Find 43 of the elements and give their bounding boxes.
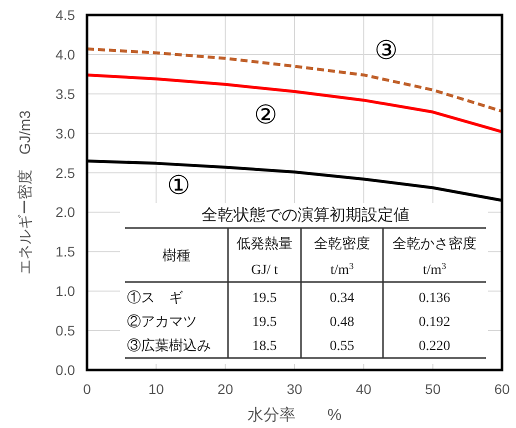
series-label: ③ bbox=[374, 34, 398, 65]
annotation: 低発熱量 bbox=[236, 236, 292, 252]
annotation: GJ/ t bbox=[251, 263, 278, 278]
y-tick-label: 4.5 bbox=[56, 7, 76, 23]
x-axis-title: 水分率 % bbox=[247, 406, 342, 424]
annotation: 19.5 bbox=[252, 291, 277, 306]
y-tick-label: 1.5 bbox=[56, 244, 76, 260]
series-label: ① bbox=[166, 170, 190, 200]
annotation: 0.34 bbox=[330, 291, 354, 306]
annotation: 19.5 bbox=[252, 315, 277, 330]
annotation: 全乾状態での演算初期設定値 bbox=[202, 206, 410, 224]
y-tick-label: 3.5 bbox=[56, 86, 76, 102]
y-tick-label: 0.0 bbox=[56, 362, 76, 378]
annotation: 0.136 bbox=[418, 291, 450, 306]
y-tick-label: 2.5 bbox=[56, 164, 76, 181]
x-tick-label: 0 bbox=[83, 381, 92, 397]
annotation: t/m$^{3}$ bbox=[422, 261, 447, 278]
y-tick-label: 2.0 bbox=[56, 204, 76, 220]
annotation: 0.220 bbox=[418, 339, 450, 354]
x-tick-label: 60 bbox=[494, 381, 510, 397]
annotation: 樹種 bbox=[162, 248, 190, 264]
series-label: ② bbox=[254, 100, 277, 130]
line-series bbox=[86, 73, 504, 134]
annotation: t/m$^{3}$ bbox=[330, 261, 354, 278]
y-tick-label: 3.0 bbox=[56, 125, 76, 142]
annotation: ②アカマツ bbox=[127, 314, 197, 330]
annotation: ③広葉樹込み bbox=[127, 338, 211, 354]
y-tick-label: 4.0 bbox=[56, 46, 76, 62]
y-tick-label: 0.5 bbox=[56, 322, 76, 339]
x-tick-label: 20 bbox=[218, 381, 234, 397]
y-tick-label: 1.0 bbox=[56, 283, 76, 300]
x-tick-label: 40 bbox=[356, 381, 372, 397]
annotation: ①ス ギ bbox=[127, 290, 183, 306]
y-axis-title: エネルギー密度 GJ/m3 bbox=[17, 110, 34, 275]
annotation: 全乾かさ密度 bbox=[392, 236, 476, 252]
annotation: 0.192 bbox=[418, 315, 450, 330]
x-tick-label: 10 bbox=[148, 381, 164, 397]
x-tick-label: 50 bbox=[425, 381, 441, 397]
annotation: 0.48 bbox=[330, 315, 354, 330]
annotation: 全乾密度 bbox=[314, 236, 370, 252]
annotation: 0.55 bbox=[330, 339, 354, 354]
annotation: 18.5 bbox=[252, 339, 277, 354]
x-tick-label: 30 bbox=[286, 381, 302, 397]
